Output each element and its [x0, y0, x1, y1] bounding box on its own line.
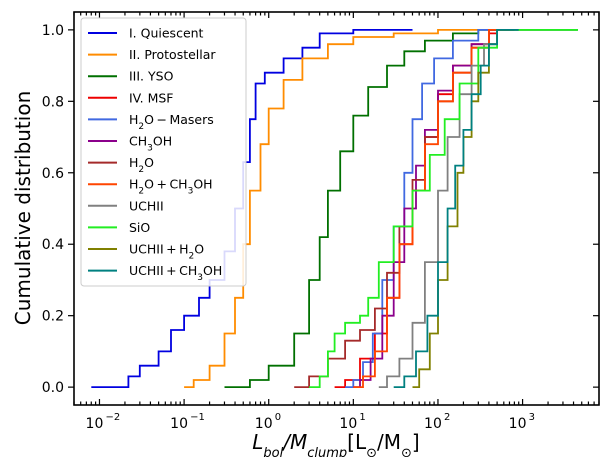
x-tick-label: 10	[255, 416, 273, 432]
y-axis-label: Cumulative distribution	[11, 91, 35, 325]
legend-label: UCHII + CH3OH	[129, 263, 222, 283]
legend-box	[80, 17, 247, 287]
series-line-11	[393, 29, 519, 388]
legend-label: III. YSO	[129, 69, 174, 84]
y-tick-label: 1.0	[42, 23, 64, 39]
legend-label: H2O − Masers	[129, 112, 214, 132]
y-tick-label: 0.4	[42, 237, 64, 253]
legend: I. Quiescent II. Protostellar III. YSO IV. …	[80, 17, 247, 287]
y-tick-label: 0.6	[42, 166, 64, 182]
legend-label: II. Protostellar	[129, 47, 216, 62]
x-tick-label: 10	[86, 416, 104, 432]
legend-label: CH3OH	[129, 134, 172, 154]
legend-label: H2O	[129, 155, 154, 175]
series-line-1	[184, 29, 479, 388]
legend-label: I. Quiescent	[129, 26, 204, 41]
series-line-2	[224, 29, 578, 388]
x-tick-label: 10	[424, 416, 442, 432]
x-tick-exponent: 1	[359, 412, 365, 423]
x-tick-label: 10	[509, 416, 527, 432]
plot-frame	[73, 11, 600, 406]
legend-label: UCHII	[129, 198, 164, 213]
x-tick-exponent: 0	[275, 412, 281, 423]
y-axis-ticks: 0.0 0.2 0.4 0.6 0.8 1.0	[42, 23, 599, 396]
x-axis-ticks: 10 −2 10 −1 10 0 10 1 10 2 10 3	[73, 12, 600, 432]
x-tick-exponent: −1	[190, 412, 205, 423]
series-line-4	[345, 29, 510, 388]
legend-label: IV. MSF	[129, 90, 173, 105]
y-tick-label: 0.0	[42, 380, 64, 396]
legend-label: UCHII + H2O	[129, 242, 204, 262]
x-tick-label: 10	[339, 416, 357, 432]
legend-label: H2O + CH3OH	[129, 177, 213, 197]
x-tick-exponent: 2	[444, 412, 450, 423]
y-tick-label: 0.8	[42, 94, 64, 110]
x-tick-exponent: 3	[529, 412, 535, 423]
legend-label: SiO	[129, 220, 150, 235]
x-tick-exponent: −2	[105, 412, 120, 423]
x-tick-label: 10	[170, 416, 188, 432]
series-line-8	[378, 29, 515, 388]
x-axis-label: Lbol/Mclump[L⊙/M⊙]	[252, 430, 419, 457]
series-layer	[91, 29, 578, 388]
y-tick-label: 0.2	[42, 309, 64, 325]
series-line-9	[309, 29, 578, 388]
